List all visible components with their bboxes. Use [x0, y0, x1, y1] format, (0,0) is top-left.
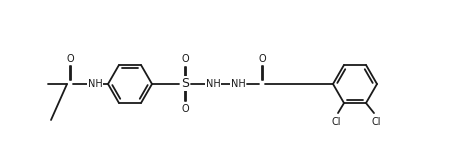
Text: NH: NH: [205, 79, 220, 89]
Text: O: O: [181, 104, 188, 114]
Text: O: O: [66, 54, 74, 64]
Text: Cl: Cl: [331, 117, 340, 127]
Text: O: O: [181, 54, 188, 64]
Text: NH: NH: [230, 79, 245, 89]
Text: Cl: Cl: [370, 117, 380, 127]
Text: Cl: Cl: [370, 117, 380, 127]
Text: O: O: [181, 104, 188, 114]
Text: O: O: [257, 54, 265, 64]
Text: O: O: [257, 54, 265, 64]
Text: S: S: [181, 77, 188, 91]
Text: Cl: Cl: [331, 117, 340, 127]
Text: NH: NH: [205, 79, 220, 89]
Text: O: O: [181, 54, 188, 64]
Text: NH: NH: [88, 79, 102, 89]
Text: S: S: [181, 77, 188, 91]
Text: NH: NH: [230, 79, 245, 89]
Text: O: O: [66, 54, 74, 64]
Text: NH: NH: [88, 79, 102, 89]
